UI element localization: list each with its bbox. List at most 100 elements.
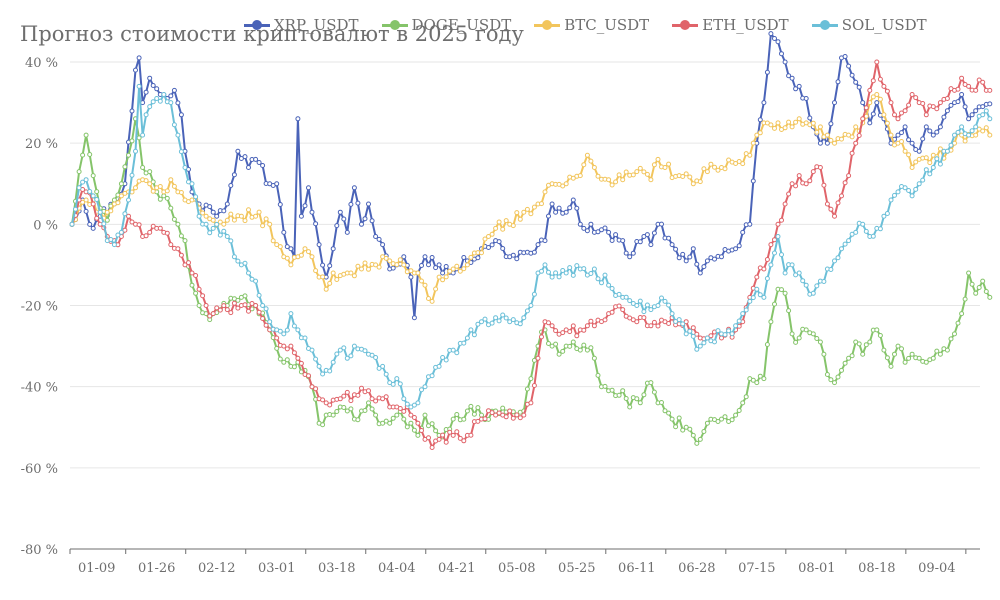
data-point (768, 122, 774, 128)
data-point (934, 129, 940, 135)
legend-swatch-icon (244, 19, 270, 31)
data-point (708, 333, 714, 339)
data-point (228, 211, 234, 217)
data-point (479, 319, 484, 325)
data-point (274, 181, 280, 187)
data-point (256, 209, 262, 215)
data-point (454, 350, 460, 356)
data-point (337, 347, 343, 353)
data-point (344, 229, 350, 235)
data-point (228, 238, 234, 244)
data-point (443, 357, 449, 363)
data-point (814, 283, 820, 289)
data-point (422, 412, 428, 418)
data-point (471, 332, 477, 338)
legend-item-doge[interactable]: DOGE_USDT (381, 16, 511, 34)
data-point (842, 241, 848, 247)
data-point (327, 368, 333, 374)
data-point (697, 343, 703, 349)
data-point (380, 420, 386, 426)
data-point (235, 305, 241, 311)
data-point (242, 302, 248, 308)
data-point (83, 177, 89, 183)
legend-item-sol[interactable]: SOL_USDT (811, 16, 927, 34)
data-point (436, 274, 442, 280)
data-point (570, 272, 576, 278)
data-point (789, 262, 795, 268)
data-point (835, 79, 841, 85)
data-point (404, 401, 410, 407)
data-point (560, 348, 566, 354)
data-point (867, 339, 873, 345)
data-point (168, 177, 174, 183)
data-point (196, 213, 202, 219)
data-point (351, 273, 357, 279)
data-point (500, 312, 506, 318)
data-point (821, 351, 827, 357)
data-point (687, 426, 693, 432)
data-point (796, 335, 802, 341)
data-point (591, 266, 597, 272)
data-point (973, 290, 979, 296)
data-point (178, 252, 184, 258)
data-point (588, 318, 594, 324)
data-point (666, 161, 672, 167)
data-point (930, 104, 936, 110)
data-point (733, 246, 739, 252)
data-point (443, 274, 449, 280)
data-point (295, 327, 301, 333)
data-point (83, 197, 89, 203)
data-point (189, 181, 195, 187)
data-point (588, 271, 594, 276)
data-point (87, 152, 93, 157)
data-point (274, 345, 280, 351)
data-point (433, 286, 439, 292)
data-point (200, 210, 206, 216)
data-point (157, 225, 163, 231)
chart-legend: XRP_USDT DOGE_USDT BTC_USDT ETH_USDT SOL… (244, 16, 950, 34)
data-point (768, 242, 774, 248)
data-point (902, 359, 908, 365)
data-point (832, 213, 837, 219)
data-point (817, 124, 823, 130)
data-point (373, 398, 379, 404)
data-point (277, 202, 283, 207)
data-point (849, 72, 855, 78)
data-point (637, 239, 643, 245)
data-point (178, 233, 184, 239)
x-tick-label: 08-01 (798, 561, 835, 576)
data-point (496, 239, 502, 245)
data-point (556, 205, 562, 211)
data-point (687, 254, 693, 260)
data-point (461, 340, 467, 346)
data-point (291, 323, 297, 329)
data-point (680, 427, 686, 433)
legend-item-xrp[interactable]: XRP_USDT (244, 16, 359, 34)
data-point (553, 328, 559, 334)
data-point (969, 112, 975, 118)
data-point (789, 124, 795, 130)
data-point (881, 83, 887, 89)
data-point (648, 177, 654, 183)
data-point (623, 294, 629, 300)
data-point (129, 108, 135, 114)
data-point (489, 410, 495, 416)
data-point (955, 129, 961, 135)
data-point (644, 302, 650, 308)
data-point (517, 216, 523, 222)
data-point (468, 254, 474, 260)
data-point (224, 307, 230, 313)
data-point (521, 412, 527, 418)
data-point (666, 410, 672, 416)
data-point (337, 209, 343, 215)
data-point (87, 221, 93, 227)
data-point (87, 189, 93, 194)
data-point (892, 112, 897, 118)
data-point (881, 112, 887, 118)
legend-item-eth[interactable]: ETH_USDT (672, 16, 789, 34)
data-point (129, 138, 135, 144)
data-point (574, 333, 580, 339)
data-point (909, 165, 915, 170)
legend-item-btc[interactable]: BTC_USDT (534, 16, 649, 34)
data-point (697, 270, 703, 276)
